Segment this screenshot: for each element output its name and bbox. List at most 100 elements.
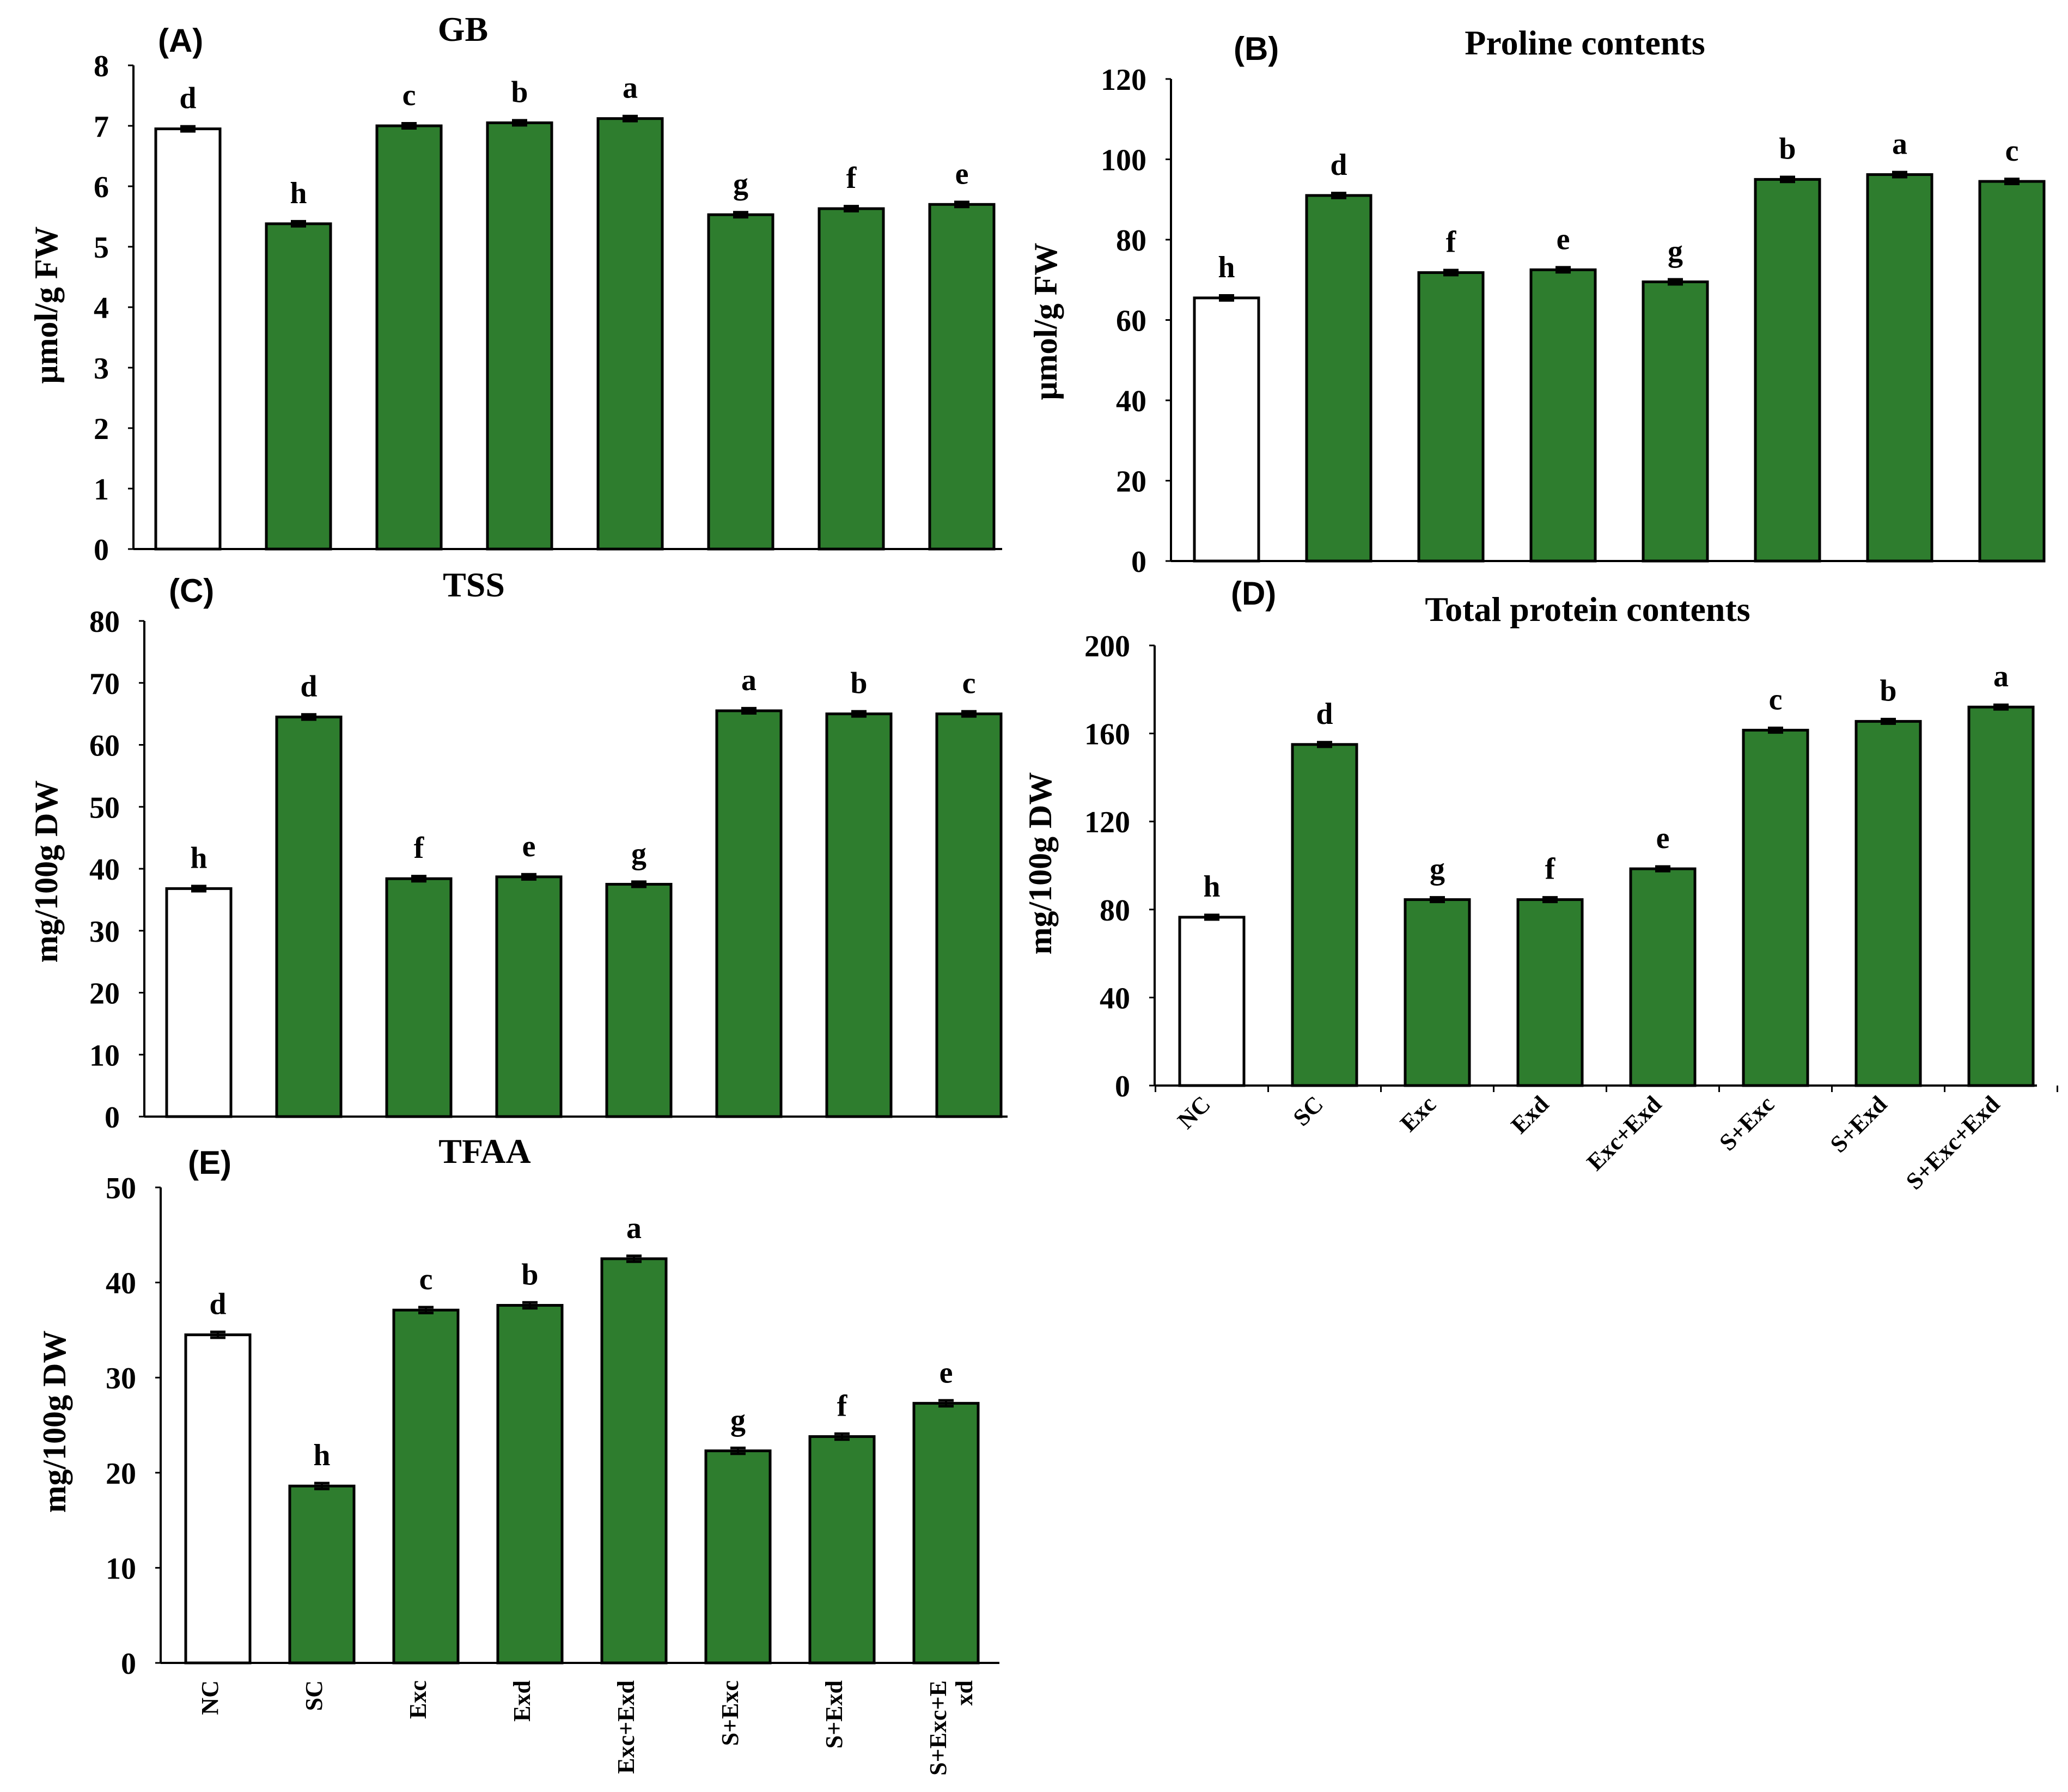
chart-1-y-tick-label: 6 — [94, 170, 109, 204]
chart-3-y-tick-label: 30 — [89, 915, 120, 949]
chart-5-category-label: S+Exc — [717, 1680, 743, 1746]
chart-5-bar-exc — [392, 1308, 460, 1665]
chart-5-significance-letter: d — [209, 1288, 226, 1321]
chart-2-bar-nc — [1193, 296, 1260, 563]
chart-2-significance-letter: c — [2005, 134, 2019, 168]
chart-5-significance-letter: f — [837, 1389, 848, 1423]
chart-5-bar-s-exd — [808, 1435, 876, 1665]
chart-1-y-tick-label: 7 — [94, 110, 109, 144]
chart-5-significance-letter: c — [419, 1263, 433, 1296]
chart-2-title: Proline contents — [1465, 23, 1705, 62]
chart-5-y-tick-label: 50 — [106, 1172, 136, 1205]
chart-5-y-tick-label: 20 — [106, 1457, 136, 1491]
chart-4-y-tick-label: 200 — [1084, 630, 1130, 663]
chart-1-bar-s-exc — [707, 213, 774, 551]
chart-2-y-tick-label: 0 — [1131, 545, 1146, 579]
chart-3-bar-exc — [385, 877, 453, 1118]
chart-1-bar-sc — [265, 222, 332, 551]
chart-4-significance-letter: a — [1993, 660, 2009, 693]
chart-5-title: TFAA — [438, 1132, 530, 1171]
chart-3-bar-s-exc-exd — [935, 712, 1003, 1118]
chart-1-y-tick-label: 5 — [94, 231, 109, 265]
chart-1-significance-letter: h — [290, 176, 307, 210]
chart-4-bar-s-exc — [1742, 729, 1809, 1087]
chart-2-significance-letter: e — [1557, 222, 1570, 256]
chart-4-significance-letter: c — [1769, 683, 1783, 717]
chart-5-bar-s-exc-exd — [912, 1401, 980, 1665]
chart-2-bar-s-exc — [1754, 178, 1821, 563]
chart-5-bar-exc-exd — [600, 1257, 668, 1665]
chart-3-significance-letter: a — [741, 663, 757, 697]
chart-2-bar-exc — [1417, 271, 1485, 563]
chart-2-bar-exc-exd — [1642, 280, 1709, 563]
chart-3-y-tick-label: 70 — [89, 667, 120, 701]
chart-1-y-label: μmol/g FW — [28, 227, 64, 384]
chart-3-y-tick-label: 80 — [89, 605, 120, 639]
chart-5-y-tick-label: 40 — [106, 1267, 136, 1301]
chart-4-significance-letter: d — [1316, 697, 1333, 731]
chart-5-category-label: xd — [951, 1680, 978, 1705]
chart-3-significance-letter: c — [962, 667, 976, 700]
chart-2-y-tick-label: 60 — [1116, 304, 1146, 338]
chart-4-category-label: SC — [1288, 1090, 1328, 1131]
chart-4-significance-letter: h — [1203, 870, 1220, 904]
chart-3-panel-letter: (C) — [169, 572, 214, 609]
chart-3-significance-letter: b — [850, 667, 867, 700]
chart-2-significance-letter: b — [1779, 132, 1796, 166]
chart-5-significance-letter: h — [313, 1439, 330, 1472]
chart-2-bar-sc — [1305, 194, 1372, 563]
chart-3-y-tick-label: 0 — [105, 1101, 120, 1135]
chart-3-significance-letter: f — [414, 831, 425, 865]
chart-2-significance-letter: d — [1330, 148, 1347, 182]
chart-4-category-label: NC — [1172, 1090, 1216, 1134]
chart-1-significance-letter: d — [179, 82, 196, 115]
chart-2-significance-letter: g — [1668, 234, 1683, 268]
chart-5-panel-letter: (E) — [188, 1144, 231, 1181]
chart-5-y-tick-label: 30 — [106, 1362, 136, 1395]
chart-5-bar-exd — [496, 1304, 564, 1665]
chart-1-y-tick-label: 1 — [94, 473, 109, 507]
chart-3-y-tick-label: 20 — [89, 977, 120, 1011]
chart-4-category-label: Exc+Exd — [1582, 1090, 1667, 1175]
chart-1-significance-letter: b — [511, 75, 528, 109]
chart-3-significance-letter: h — [190, 841, 207, 875]
chart-1-bar-s-exc-exd — [928, 203, 996, 551]
chart-5-category-label: Exc+Exd — [613, 1680, 639, 1774]
chart-3-bar-exc-exd — [605, 882, 673, 1118]
chart-4-significance-letter: f — [1545, 852, 1556, 886]
chart-2-panel-letter: (B) — [1234, 31, 1279, 67]
chart-3-bar-s-exd — [825, 712, 893, 1118]
chart-4-y-tick-label: 0 — [1115, 1070, 1130, 1104]
chart-3-bar-sc — [275, 715, 343, 1118]
chart-5-significance-letter: b — [521, 1258, 538, 1292]
chart-5-category-label: Exc — [405, 1680, 431, 1719]
chart-1-significance-letter: f — [846, 161, 857, 195]
chart-4-y-tick-label: 40 — [1100, 982, 1130, 1015]
chart-4-category-label: S+Exd — [1825, 1090, 1892, 1157]
chart-3-bar-nc — [165, 887, 233, 1118]
chart-1-y-tick-label: 0 — [94, 533, 109, 567]
chart-5-category-label: SC — [301, 1680, 327, 1711]
chart-5-significance-letter: e — [940, 1356, 953, 1389]
chart-4-category-label: S+Exc+Exd — [1901, 1090, 2005, 1194]
chart-2-bar-exd — [1529, 268, 1597, 563]
chart-1-significance-letter: a — [623, 71, 638, 105]
chart-5-significance-letter: g — [730, 1404, 746, 1437]
chart-1-title: GB — [438, 10, 488, 48]
chart-4-y-tick-label: 160 — [1084, 718, 1130, 752]
chart-2-y-tick-label: 100 — [1101, 144, 1146, 178]
chart-1-bar-exc-exd — [596, 117, 664, 551]
chart-1-panel-letter: (A) — [158, 22, 203, 59]
chart-4-bar-s-exd — [1855, 720, 1922, 1087]
chart-2-significance-letter: f — [1446, 225, 1457, 259]
chart-4-category-label: S+Exc — [1714, 1090, 1779, 1156]
chart-5-y-tick-label: 0 — [121, 1647, 136, 1681]
chart-4-significance-letter: g — [1430, 852, 1445, 886]
chart-4-significance-letter: b — [1880, 674, 1896, 708]
chart-4-bar-s-exc-exd — [1967, 705, 2035, 1087]
chart-4-category-label: Exd — [1506, 1090, 1554, 1138]
chart-2-significance-letter: h — [1218, 251, 1235, 284]
chart-2-significance-letter: a — [1892, 127, 1907, 161]
chart-4-bar-exc-exd — [1629, 867, 1697, 1087]
chart-5-category-label: NC — [197, 1680, 223, 1715]
